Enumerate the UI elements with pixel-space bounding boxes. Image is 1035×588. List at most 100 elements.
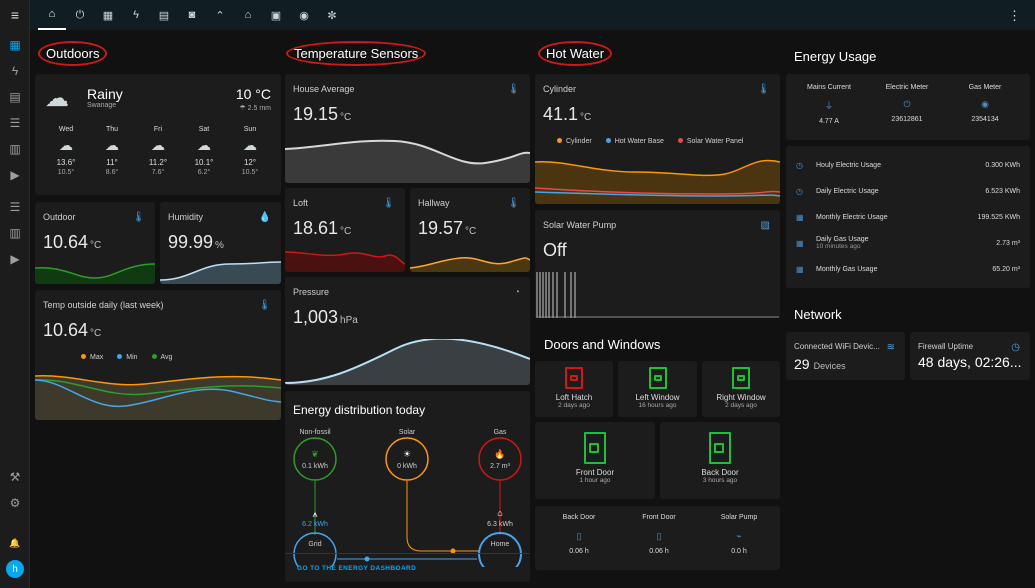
door-tile[interactable]: Back Door 3 hours ago <box>660 422 780 499</box>
weather-card[interactable]: ☁ Rainy Swanage 10 °C ☂ 2.5 mm Wed ☁ 13.6°… <box>35 74 281 195</box>
tab-panel-icon[interactable]: ▣ <box>270 9 282 22</box>
chart-icon[interactable]: ▥ <box>9 226 21 240</box>
media-icon[interactable]: ▶ <box>10 252 20 266</box>
tab-solar-panel-icon[interactable]: ▦ <box>102 9 114 22</box>
grid-label: Grid <box>308 541 322 548</box>
temp-daily-legend: Max Min Avg <box>81 354 172 361</box>
cylinder-card[interactable]: Cylinder 🌡 41.1 °C Cylinder Hot Water Bas… <box>535 74 780 204</box>
tab-house-icon[interactable]: ⌂ <box>244 9 252 21</box>
weather-precip: ☂ 2.5 mm <box>239 105 271 112</box>
menu-icon[interactable]: ≡ <box>10 7 20 23</box>
usage-value: 0.300 KWh <box>985 161 1020 169</box>
wifi-card[interactable]: Connected WiFi Devic... ≋ 29 Devices <box>786 332 905 380</box>
usage-row[interactable]: ▦ Daily Gas Usage 10 minutes ago 2.73 m³ <box>796 232 1020 254</box>
eye-icon: ◉ <box>981 99 989 109</box>
tab-speaker-icon[interactable]: ◉ <box>299 9 309 22</box>
humidity-sparkline <box>160 261 281 284</box>
hallway-card[interactable]: Hallway 🌡 19.57 °C <box>410 188 530 272</box>
stat-value: 0.0 h <box>731 548 747 555</box>
logbook-icon[interactable]: ▤ <box>9 90 21 104</box>
meter[interactable]: Mains Current ⏚ 4.77 A <box>790 84 868 125</box>
solar-pump-history <box>535 272 780 318</box>
grid-value: 6.2 kWh <box>302 521 328 528</box>
door-tile[interactable]: Front Door 1 hour ago <box>535 422 655 499</box>
meter[interactable]: Gas Meter ◉ 2354134 <box>946 84 1024 123</box>
usage-row[interactable]: ◷ Houly Electric Usage 0.300 KWh <box>796 154 1020 176</box>
energy-icon[interactable]: ϟ <box>11 64 19 78</box>
usage-row[interactable]: ▦ Monthly Electric Usage 199.525 KWh <box>796 206 1020 228</box>
card-title: Temp outside daily (last week) <box>43 300 164 310</box>
gas-circle[interactable] <box>478 437 522 481</box>
door-tile[interactable]: Right Window 2 days ago <box>702 361 780 417</box>
house-average-sparkline <box>285 139 530 183</box>
list-icon[interactable]: ☰ <box>9 116 21 130</box>
tab-trend-icon[interactable]: ⌃ <box>215 9 225 22</box>
tab-home-icon[interactable]: ⌂ <box>38 0 66 30</box>
history-icon[interactable]: ▥ <box>9 142 21 156</box>
door-name: Front Door <box>575 468 615 477</box>
usage-icon: ▦ <box>796 264 804 274</box>
solar-water-pump-card[interactable]: Solar Water Pump ▨ Off <box>535 210 780 318</box>
heading-doors-windows: Doors and Windows <box>544 337 661 352</box>
usage-value: 6.523 KWh <box>985 187 1020 195</box>
forecast-day: Sun ☁ 12° 10.5° <box>230 126 270 176</box>
house-average-card[interactable]: House Average 🌡 19.15 °C <box>285 74 530 183</box>
usage-icon: ◷ <box>796 186 803 196</box>
usage-row[interactable]: ▦ Monthly Gas Usage 65.20 m³ <box>796 258 1020 280</box>
avatar[interactable]: h <box>6 560 24 578</box>
weather-icon: ☁ <box>59 137 73 153</box>
stat-name: Front Door <box>642 514 676 521</box>
door-last-changed: 3 hours ago <box>702 477 738 484</box>
meter-name: Electric Meter <box>885 84 929 91</box>
loft-value: 18.61 °C <box>293 218 352 238</box>
home-value: 6.3 kWh <box>487 521 513 528</box>
grid-circle[interactable] <box>293 532 337 567</box>
door-stat[interactable]: Solar Pump ⌁ 0.0 h <box>699 514 779 555</box>
temp-daily-card[interactable]: Temp outside daily (last week) 🌡 10.64 °C… <box>35 290 281 420</box>
pressure-card[interactable]: Pressure ◔ 1,003 hPa <box>285 277 530 385</box>
bell-icon[interactable]: 🔔 <box>9 537 21 548</box>
meter[interactable]: Electric Meter ⏻ 23612861 <box>868 84 946 123</box>
usage-value: 199.525 KWh <box>977 213 1020 221</box>
energy-dashboard-link[interactable]: GO TO THE ENERGY DASHBOARD <box>297 565 417 572</box>
list-icon[interactable]: ☰ <box>9 200 21 214</box>
settings-icon[interactable]: ⚙ <box>9 496 21 510</box>
overflow-menu-icon[interactable]: ⋮ <box>1008 8 1021 23</box>
top-bar: ⌂ ⏻ ▦ ϟ ▤ ◙ ⌃ ⌂ ▣ ◉ ✼ ⋮ <box>30 0 1035 30</box>
legend-solar-water-panel: Solar Water Panel <box>677 138 743 145</box>
media-icon[interactable]: ▶ <box>10 168 20 182</box>
wifi-value: 29 Devices <box>794 356 846 372</box>
humidity-card[interactable]: Humidity 💧 99.99% <box>160 202 281 284</box>
usage-row[interactable]: ◷ Daily Electric Usage 6.523 KWh <box>796 180 1020 202</box>
dashboard-icon[interactable]: ▦ <box>9 38 21 52</box>
tab-power-icon[interactable]: ⏻ <box>75 8 85 21</box>
firewall-card[interactable]: Firewall Uptime ◷ 48 days, 02:26... <box>910 332 1030 380</box>
door-tile[interactable]: Loft Hatch 2 days ago <box>535 361 613 417</box>
hallway-sparkline <box>410 257 530 272</box>
home-circle[interactable] <box>478 532 522 567</box>
door-stat[interactable]: Front Door ▯ 0.06 h <box>619 514 699 555</box>
weather-icon: ☁ <box>151 137 165 153</box>
gauge-icon: ◔ <box>513 287 520 298</box>
tab-settings-cog-icon[interactable]: ✼ <box>327 9 337 22</box>
solar-circle[interactable] <box>385 437 429 481</box>
card-title: Humidity <box>168 212 204 222</box>
stat-icon: ⌁ <box>736 531 742 541</box>
card-title: Outdoor <box>43 212 76 222</box>
meter-value: 2354134 <box>971 116 999 123</box>
usage-name: Daily Electric Usage <box>816 187 879 195</box>
loft-card[interactable]: Loft 🌡 18.61 °C <box>285 188 405 272</box>
nonfossil-circle[interactable] <box>293 437 337 481</box>
tab-meter-icon[interactable]: ▤ <box>158 9 170 22</box>
clock-icon: ◷ <box>1011 342 1020 353</box>
legend-avg: Avg <box>151 354 172 361</box>
outdoor-card[interactable]: Outdoor 🌡 10.64 °C <box>35 202 155 284</box>
tools-icon[interactable]: ⚒ <box>9 470 21 484</box>
low-temp: 6.2° <box>197 169 211 176</box>
tab-washing-machine-icon[interactable]: ◙ <box>188 9 196 21</box>
door-stat[interactable]: Back Door ▯ 0.06 h <box>539 514 619 555</box>
door-icon <box>648 367 667 389</box>
door-tile[interactable]: Left Window 16 hours ago <box>618 361 697 417</box>
temp-daily-value: 10.64 °C <box>43 320 102 340</box>
tab-lightning-icon[interactable]: ϟ <box>133 9 139 21</box>
